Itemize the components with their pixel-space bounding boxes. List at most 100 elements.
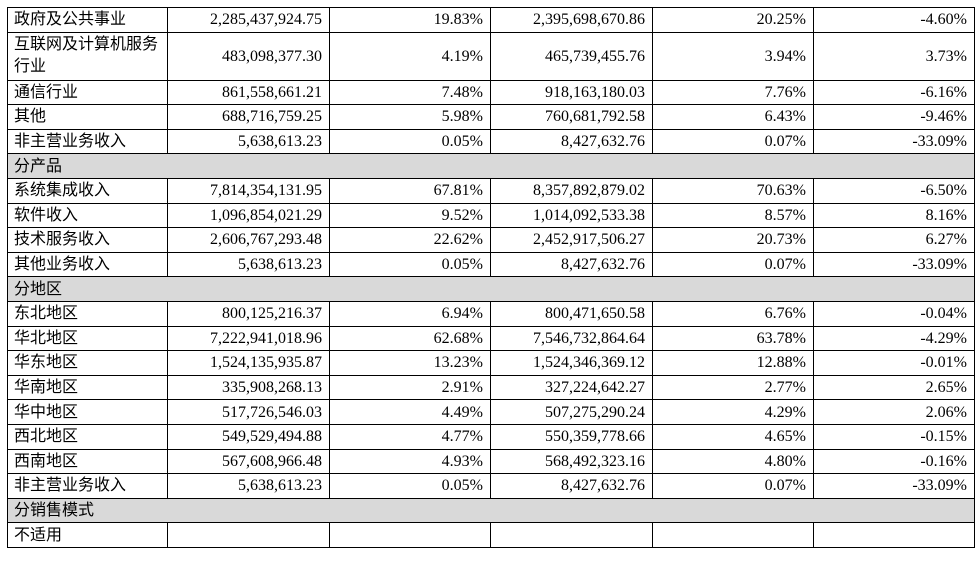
revenue-breakdown-table: 政府及公共事业 2,285,437,924.75 19.83% 2,395,698,6… [7,7,975,548]
yoy-change-cell: -33.09% [813,251,975,278]
share-current-cell: 0.05% [329,251,491,278]
table-body: 政府及公共事业 2,285,437,924.75 19.83% 2,395,698,6… [7,7,975,548]
share-prior-cell: 6.76% [652,300,814,327]
revenue-current-cell: 688,716,759.25 [167,104,330,130]
row-label: 华东地区 [7,350,168,376]
table-row: 软件收入 1,096,854,021.29 9.52% 1,014,092,533.3… [7,202,975,229]
yoy-change-cell: -33.09% [813,128,975,155]
table-row: 东北地区 800,125,216.37 6.94% 800,471,650.58 6.7… [7,300,975,327]
row-label: 华南地区 [7,374,168,401]
table-row: 政府及公共事业 2,285,437,924.75 19.83% 2,395,698,6… [7,7,975,33]
table-row: 西北地区 549,529,494.88 4.77% 550,359,778.66 4.6… [7,423,975,450]
table-row: 华中地区 517,726,546.03 4.49% 507,275,290.24 4.2… [7,399,975,425]
share-current-cell: 62.68% [329,325,491,352]
yoy-change-cell: -4.60% [813,7,975,33]
share-current-cell: 4.93% [329,448,491,475]
revenue-current-cell: 800,125,216.37 [167,300,330,327]
table-row: 华南地区 335,908,268.13 2.91% 327,224,642.27 2.7… [7,374,975,401]
share-prior-cell: 0.07% [652,128,814,155]
yoy-change-cell: 2.06% [813,399,975,425]
revenue-prior-cell: 7,546,732,864.64 [490,325,653,352]
share-prior-cell: 0.07% [652,473,814,499]
row-label: 西南地区 [7,448,168,475]
share-current-cell: 9.52% [329,202,491,229]
share-prior-cell: 70.63% [652,177,814,204]
yoy-change-cell: 6.27% [813,227,975,253]
share-current-cell: 0.05% [329,473,491,499]
yoy-change-cell: 3.73% [813,31,975,81]
share-prior-cell: 4.65% [652,423,814,450]
share-current-cell: 5.98% [329,104,491,130]
revenue-current-cell: 1,524,135,935.87 [167,350,330,376]
revenue-prior-cell: 8,427,632.76 [490,473,653,499]
revenue-current-cell [167,522,330,548]
revenue-prior-cell: 760,681,792.58 [490,104,653,130]
table-row: 其他 688,716,759.25 5.98% 760,681,792.58 6.43%… [7,104,975,130]
row-label: 非主营业务收入 [7,473,168,499]
share-prior-cell: 4.29% [652,399,814,425]
revenue-prior-cell: 2,395,698,670.86 [490,7,653,33]
section-header: 分销售模式 [7,497,975,524]
yoy-change-cell: 2.65% [813,374,975,401]
section-header: 分产品 [7,153,975,179]
share-prior-cell: 7.76% [652,79,814,106]
revenue-current-cell: 2,285,437,924.75 [167,7,330,33]
share-current-cell [329,522,491,548]
revenue-current-cell: 861,558,661.21 [167,79,330,106]
yoy-change-cell: -0.04% [813,300,975,327]
share-current-cell: 13.23% [329,350,491,376]
row-label: 系统集成收入 [7,177,168,204]
share-current-cell: 2.91% [329,374,491,401]
table-row: 华东地区 1,524,135,935.87 13.23% 1,524,346,369.… [7,350,975,376]
share-prior-cell: 63.78% [652,325,814,352]
row-label: 技术服务收入 [7,227,168,253]
revenue-current-cell: 5,638,613.23 [167,128,330,155]
share-prior-cell [652,522,814,548]
revenue-prior-cell: 1,014,092,533.38 [490,202,653,229]
revenue-current-cell: 567,608,966.48 [167,448,330,475]
revenue-current-cell: 1,096,854,021.29 [167,202,330,229]
table-row: 西南地区 567,608,966.48 4.93% 568,492,323.16 4.8… [7,448,975,475]
share-current-cell: 67.81% [329,177,491,204]
share-current-cell: 19.83% [329,7,491,33]
table-row: 其他业务收入 5,638,613.23 0.05% 8,427,632.76 0.07%… [7,251,975,278]
revenue-prior-cell: 8,427,632.76 [490,251,653,278]
revenue-current-cell: 7,814,354,131.95 [167,177,330,204]
revenue-current-cell: 549,529,494.88 [167,423,330,450]
share-prior-cell: 20.25% [652,7,814,33]
revenue-current-cell: 483,098,377.30 [167,31,330,81]
share-current-cell: 22.62% [329,227,491,253]
share-prior-cell: 3.94% [652,31,814,81]
share-prior-cell: 20.73% [652,227,814,253]
row-label: 华中地区 [7,399,168,425]
share-current-cell: 6.94% [329,300,491,327]
row-label: 其他 [7,104,168,130]
share-current-cell: 4.19% [329,31,491,81]
table-row: 不适用 [7,522,975,548]
row-label: 西北地区 [7,423,168,450]
revenue-current-cell: 2,606,767,293.48 [167,227,330,253]
revenue-prior-cell: 507,275,290.24 [490,399,653,425]
yoy-change-cell: -6.16% [813,79,975,106]
yoy-change-cell: -0.01% [813,350,975,376]
section-header-row: 分销售模式 [7,497,975,524]
table-row: 技术服务收入 2,606,767,293.48 22.62% 2,452,917,50… [7,227,975,253]
share-current-cell: 0.05% [329,128,491,155]
revenue-current-cell: 5,638,613.23 [167,251,330,278]
share-prior-cell: 0.07% [652,251,814,278]
share-current-cell: 7.48% [329,79,491,106]
revenue-prior-cell [490,522,653,548]
row-label: 东北地区 [7,300,168,327]
yoy-change-cell: -33.09% [813,473,975,499]
section-header: 分地区 [7,276,975,302]
table-row: 非主营业务收入 5,638,613.23 0.05% 8,427,632.76 0.07… [7,473,975,499]
row-label: 政府及公共事业 [7,7,168,33]
yoy-change-cell [813,522,975,548]
share-current-cell: 4.49% [329,399,491,425]
yoy-change-cell: -6.50% [813,177,975,204]
row-label: 非主营业务收入 [7,128,168,155]
revenue-current-cell: 517,726,546.03 [167,399,330,425]
revenue-prior-cell: 465,739,455.76 [490,31,653,81]
section-header-row: 分地区 [7,276,975,302]
table-row: 非主营业务收入 5,638,613.23 0.05% 8,427,632.76 0.07… [7,128,975,155]
